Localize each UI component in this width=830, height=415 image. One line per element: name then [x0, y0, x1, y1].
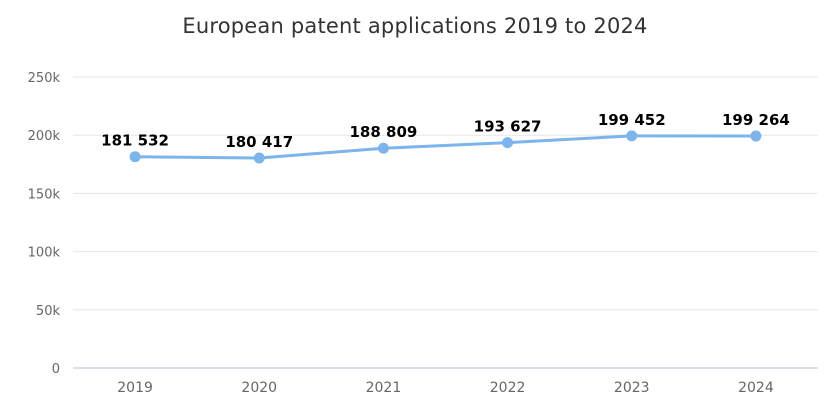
chart-title: European patent applications 2019 to 202…	[182, 14, 648, 38]
data-point-label: 181 532	[101, 132, 169, 150]
data-point-marker[interactable]	[626, 130, 638, 142]
data-point-label: 193 627	[474, 118, 542, 136]
data-point-marker[interactable]	[253, 152, 265, 164]
x-axis-tick-label: 2020	[241, 380, 277, 396]
y-axis-tick-label: 100k	[28, 246, 61, 261]
data-point-marker[interactable]	[750, 130, 762, 142]
y-axis-tick-label: 150k	[28, 187, 61, 202]
data-point-label: 199 264	[722, 111, 790, 129]
data-point-label: 199 452	[598, 111, 666, 129]
x-axis-tick-label: 2022	[490, 380, 526, 396]
x-axis-tick-label: 2023	[614, 380, 650, 396]
x-axis-tick-label: 2019	[117, 380, 153, 396]
x-axis-tick-label: 2021	[366, 380, 402, 396]
y-axis-tick-label: 250k	[28, 71, 61, 86]
x-axis-tick-label: 2024	[738, 380, 774, 396]
data-point-label: 188 809	[349, 123, 417, 141]
y-axis-tick-label: 50k	[36, 304, 61, 319]
data-point-label: 180 417	[225, 133, 293, 151]
series-line	[133, 134, 758, 160]
data-point-marker[interactable]	[502, 137, 514, 149]
data-point-marker[interactable]	[377, 142, 389, 154]
y-axis-tick-label: 200k	[28, 129, 61, 144]
data-point-marker[interactable]	[129, 151, 141, 163]
y-axis-tick-label: 0	[52, 362, 60, 377]
